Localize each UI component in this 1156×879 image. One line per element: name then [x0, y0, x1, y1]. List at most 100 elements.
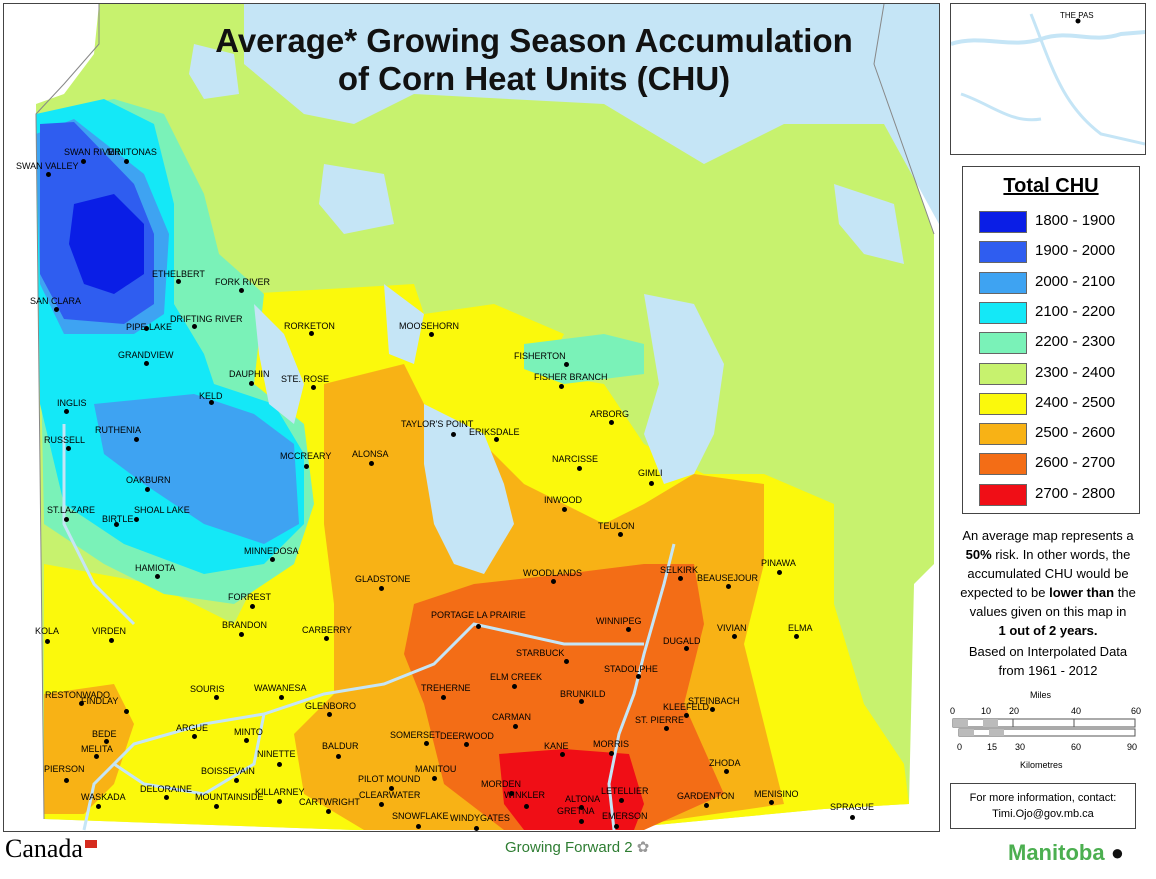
- map-title: Average* Growing Season Accumulation of …: [154, 22, 914, 98]
- note-line-2: 50% risk. In other words, the: [948, 545, 1148, 564]
- city-label: ARGUE: [176, 723, 209, 733]
- contact-email[interactable]: Timi.Ojo@gov.mb.ca: [992, 808, 1094, 820]
- scale-miles-tick: 0: [950, 706, 956, 716]
- contact-box: For more information, contact: Timi.Ojo@…: [950, 783, 1136, 829]
- city-dot-icon: [192, 734, 197, 739]
- scale-km-label: Kilometres: [1020, 760, 1063, 770]
- city-dot-icon: [684, 646, 689, 651]
- city-label: BALDUR: [322, 741, 359, 751]
- city-dot-icon: [551, 579, 556, 584]
- city-dot-icon: [559, 384, 564, 389]
- city-label: FISHER BRANCH: [534, 372, 608, 382]
- city-label: SWAN RIVER: [64, 147, 121, 157]
- zone-1800: [69, 194, 144, 294]
- legend-item: 2500 - 2600: [979, 421, 1139, 446]
- city-dot-icon: [664, 726, 669, 731]
- city-dot-icon: [176, 279, 181, 284]
- city-label: MINTO: [234, 727, 263, 737]
- city-label: MINITONAS: [107, 147, 157, 157]
- scale-km-tick: 30: [1015, 742, 1026, 752]
- city-label: WINKLER: [504, 790, 546, 800]
- city-dot-icon: [277, 799, 282, 804]
- scale-km-tick: 0: [957, 742, 963, 752]
- city-dot-icon: [726, 584, 731, 589]
- zone-2000b: [94, 394, 299, 544]
- city-dot-icon: [45, 639, 50, 644]
- city-dot-icon: [54, 307, 59, 312]
- city-label: STARBUCK: [516, 648, 565, 658]
- title-line-1: Average* Growing Season Accumulation: [215, 22, 853, 59]
- zone-2700: [499, 749, 644, 830]
- city-label: RESTONWADO: [45, 690, 111, 700]
- legend-swatch: [979, 423, 1027, 446]
- city-label: STE. ROSE: [281, 374, 330, 384]
- city-label: INGLIS: [57, 398, 87, 408]
- note-line-6: 1 out of 2 years.: [948, 621, 1148, 640]
- city-dot-icon: [81, 159, 86, 164]
- city-label: GLADSTONE: [355, 574, 411, 584]
- city-dot-icon: [704, 803, 709, 808]
- city-label: RORKETON: [284, 321, 335, 331]
- note-line-3: accumulated CHU would be: [967, 566, 1129, 581]
- lakes: [189, 4, 939, 574]
- city-dot-icon: [524, 804, 529, 809]
- city-label: SAN CLARA: [30, 296, 82, 306]
- city-dot-icon: [134, 517, 139, 522]
- city-label: RUSSELL: [44, 435, 86, 445]
- city-dot-icon: [104, 739, 109, 744]
- city-label: SOURIS: [190, 684, 225, 694]
- city-label: PIERSON: [44, 764, 85, 774]
- city-label: GLENBORO: [305, 701, 357, 711]
- souris-river: [113, 713, 266, 796]
- city-dot-icon: [234, 778, 239, 783]
- city-dot-icon: [777, 570, 782, 575]
- maple-leaf-icon: ✿: [636, 839, 650, 856]
- map-canvas: [35, 4, 939, 831]
- city-dot-icon: [324, 636, 329, 641]
- legend-label: 2300 - 2400: [1035, 363, 1116, 381]
- note-50-percent: 50%: [965, 547, 992, 562]
- scale-km-tick: 60: [1071, 742, 1082, 752]
- legend-swatch: [979, 301, 1027, 324]
- legend-item: 2100 - 2200: [979, 300, 1139, 324]
- legend-title: Total CHU: [1003, 175, 1099, 197]
- city-label: KOLA: [35, 626, 60, 636]
- city-dot-icon: [619, 798, 624, 803]
- city-dot-icon: [270, 557, 275, 562]
- city-label: DELORAINE: [140, 784, 193, 794]
- city-label: KILLARNEY: [255, 787, 305, 797]
- note-line-7: Based on Interpolated Data: [968, 644, 1128, 659]
- city-dot-icon: [209, 400, 214, 405]
- city-dot-icon: [244, 738, 249, 743]
- city-label: MCCREARY: [280, 451, 332, 461]
- city-dot-icon: [155, 574, 160, 579]
- city-dot-icon: [579, 699, 584, 704]
- city-label: MANITOU: [415, 764, 457, 774]
- legend-label: 2000 - 2100: [1035, 272, 1116, 290]
- city-label: ELMA: [788, 623, 813, 633]
- city-dot-icon: [513, 724, 518, 729]
- bison-icon: ●: [1110, 840, 1124, 865]
- scale-km-tick: 90: [1127, 742, 1138, 752]
- city-dot-icon: [164, 795, 169, 800]
- contact-line-1: For more information, contact:: [969, 792, 1117, 804]
- city-dot-icon: [614, 824, 619, 829]
- scale-km-tick: 15: [987, 742, 998, 752]
- city-label: INWOOD: [544, 495, 582, 505]
- city-label: SELKIRK: [660, 565, 699, 575]
- note-line-8: from 1961 - 2012: [998, 663, 1098, 678]
- city-label: CARBERRY: [302, 625, 352, 635]
- city-dot-icon: [476, 624, 481, 629]
- note-lower-than: lower than: [1049, 585, 1115, 600]
- city-label: WASKADA: [81, 792, 126, 802]
- city-dot-icon: [618, 532, 623, 537]
- city-dot-icon: [279, 695, 284, 700]
- canada-text: Canada: [5, 834, 83, 863]
- city-dot-icon: [432, 776, 437, 781]
- city-dot-icon: [192, 324, 197, 329]
- legend-label: 2400 - 2500: [1035, 393, 1116, 411]
- city-dot-icon: [239, 632, 244, 637]
- city-dot-icon: [66, 446, 71, 451]
- city-label: MOUNTAINSIDE: [195, 792, 264, 802]
- city-label: SPRAGUE: [830, 802, 875, 812]
